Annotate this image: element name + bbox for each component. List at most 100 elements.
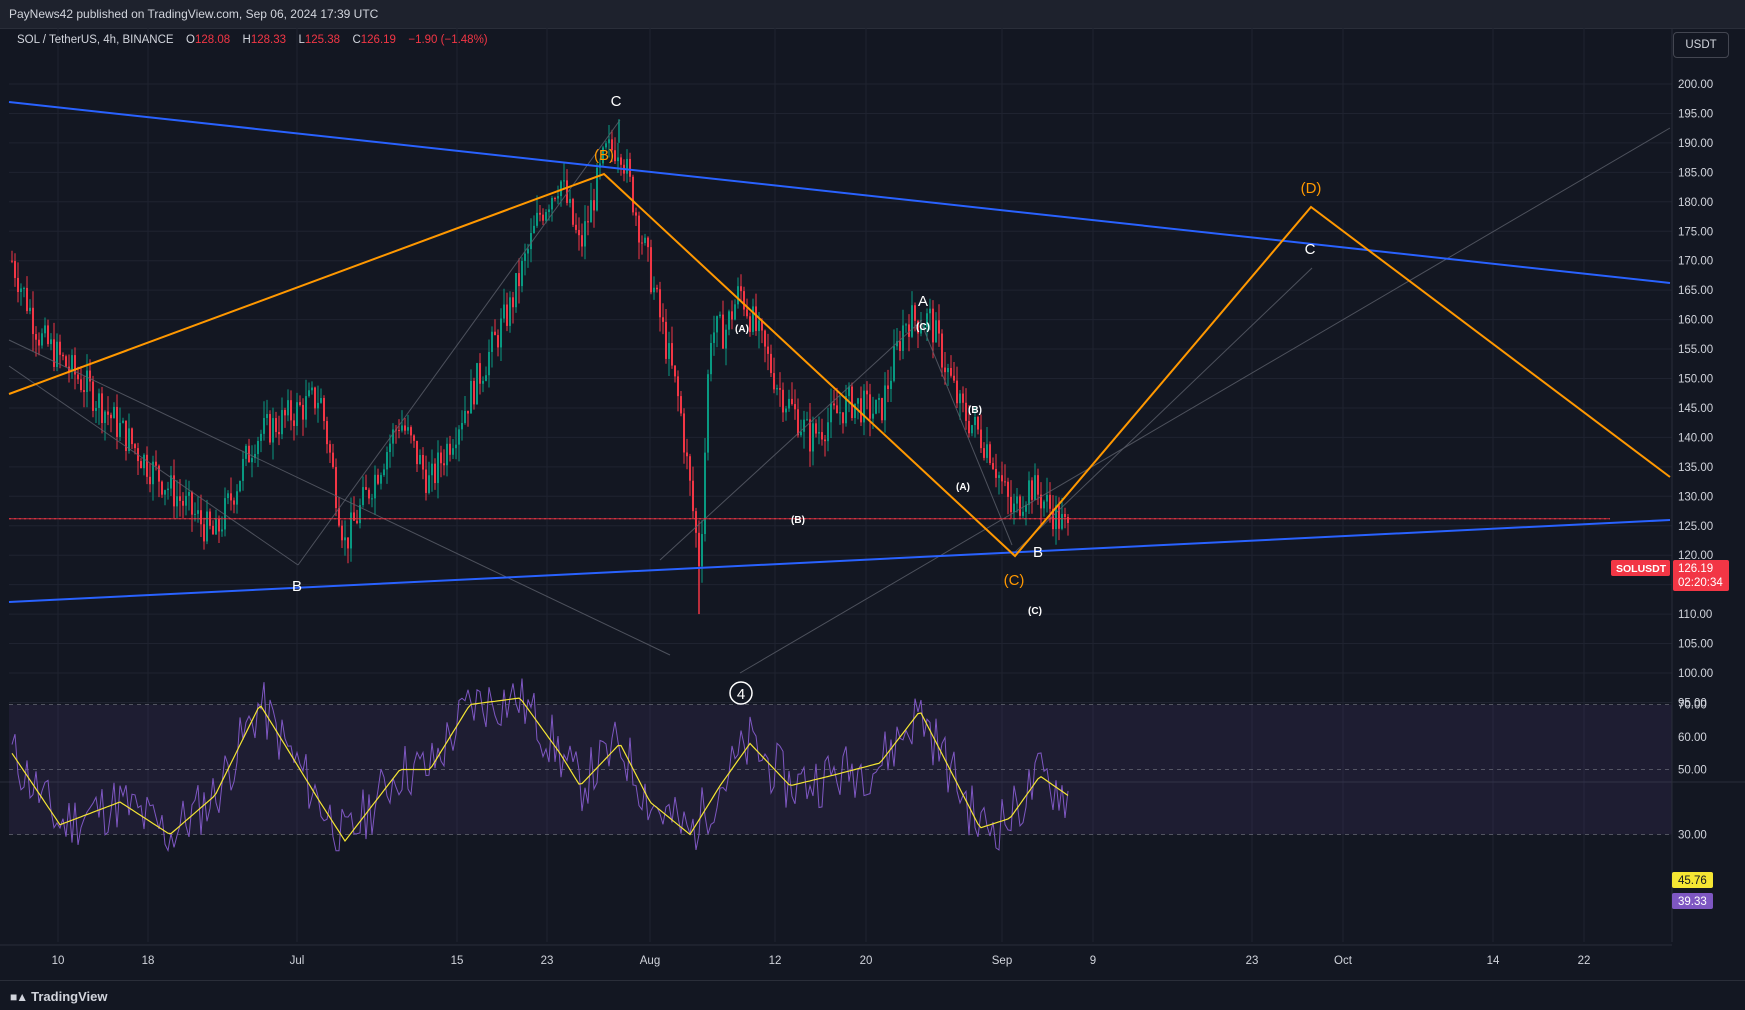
candle-body — [125, 420, 127, 452]
candle-body — [974, 416, 976, 426]
candle-body — [767, 346, 769, 354]
candle-body — [944, 367, 946, 373]
candle-body — [890, 380, 892, 389]
wave-label-sub-a: (A) — [956, 482, 970, 493]
candle-body — [470, 380, 472, 414]
candle-body — [578, 229, 580, 236]
candle-body — [167, 488, 169, 491]
candle-body — [695, 511, 697, 533]
candle-body — [293, 420, 295, 426]
candle-body — [1013, 503, 1015, 513]
candle-body — [1046, 494, 1048, 502]
candle-body — [830, 403, 832, 423]
candle-body — [689, 456, 691, 481]
candle-body — [116, 406, 118, 437]
candle-body — [1058, 505, 1060, 529]
candle-body — [1040, 494, 1042, 509]
candle-body — [71, 355, 73, 372]
candle-body — [494, 331, 496, 336]
candle-body — [539, 212, 541, 215]
candle-body — [986, 444, 988, 458]
price-chart[interactable]: 200.00 195.00 190.00 185.00 180.00 175.00 170.… — [0, 0, 1745, 980]
orange-wave-path — [8, 172, 1671, 558]
candle-body — [929, 308, 931, 314]
candle-body — [413, 435, 415, 441]
candle-body — [881, 398, 883, 421]
high-value: 128.33 — [250, 34, 287, 46]
close-label: C — [352, 34, 361, 46]
candle-body — [1034, 475, 1036, 500]
rsi-tick-label: 70.00 — [1678, 700, 1707, 712]
tradingview-logo[interactable]: ■▲ TradingView — [10, 989, 107, 1004]
candle-body — [650, 247, 652, 293]
time-tick-label: 20 — [860, 955, 873, 967]
candle-body — [518, 273, 520, 287]
candle-body — [560, 181, 562, 197]
candle-body — [398, 429, 400, 431]
time-tick-label: Oct — [1334, 955, 1353, 967]
candle-body — [611, 139, 613, 151]
price-tick-label: 185.00 — [1678, 167, 1713, 179]
candle-body — [911, 305, 913, 337]
candle-body — [158, 465, 160, 482]
upper-trendline — [8, 101, 1671, 284]
candle-body — [218, 518, 220, 532]
candle-body — [404, 425, 406, 431]
candle-body — [29, 307, 31, 312]
symbol-name[interactable]: SOL / TetherUS, 4h, BINANCE — [17, 34, 174, 46]
open-value: 128.08 — [194, 34, 231, 46]
candle-body — [863, 390, 865, 423]
candle-body — [575, 224, 577, 230]
candle-body — [680, 396, 682, 414]
candle-body — [839, 412, 841, 414]
candle-body — [134, 444, 136, 449]
candle-body — [431, 463, 433, 476]
candle-body — [536, 212, 538, 226]
candle-body — [389, 443, 391, 453]
candle-body — [713, 332, 715, 343]
candle-body — [476, 363, 478, 405]
candle-body — [410, 427, 412, 436]
candle-body — [227, 493, 229, 499]
candle-body — [302, 404, 304, 420]
candle-body — [260, 433, 262, 441]
candle-body — [896, 341, 898, 347]
candle-body — [263, 418, 265, 434]
candle-body — [1025, 504, 1027, 512]
candle-body — [26, 287, 28, 312]
tradingview-logo-text: TradingView — [31, 989, 108, 1004]
currency-button[interactable]: USDT — [1673, 32, 1729, 58]
time-tick-label: Aug — [640, 955, 660, 967]
candle-body — [200, 510, 202, 525]
candle-body — [752, 306, 754, 332]
candle-body — [698, 532, 700, 567]
candle-body — [716, 316, 718, 333]
candle-body — [146, 454, 148, 477]
time-tick-label: 10 — [52, 955, 65, 967]
candle-body — [932, 308, 934, 343]
symbol-badge-label: SOLUSDT — [1616, 563, 1667, 575]
candle-body — [836, 405, 838, 414]
chart-axes: 200.00 195.00 190.00 185.00 180.00 175.00 170.… — [0, 28, 1729, 967]
candle-body — [794, 404, 796, 410]
rsi-tick-label: 50.00 — [1678, 765, 1707, 777]
gray-wave-line — [659, 319, 923, 561]
price-tick-label: 175.00 — [1678, 226, 1713, 238]
price-tick-label: 105.00 — [1678, 639, 1713, 651]
wave-label-sub-a: (A) — [735, 324, 749, 335]
gray-wave-line — [8, 365, 299, 566]
candle-body — [503, 304, 505, 319]
candle-body — [296, 402, 298, 426]
candle-body — [1019, 496, 1021, 516]
candle-body — [188, 491, 190, 496]
candle-body — [443, 463, 445, 466]
candle-body — [65, 356, 67, 367]
candle-body — [416, 440, 418, 465]
price-tick-label: 125.00 — [1678, 521, 1713, 533]
time-tick-label: 18 — [142, 955, 155, 967]
candle-body — [971, 425, 973, 434]
candle-body — [239, 480, 241, 492]
candle-body — [626, 158, 628, 174]
candle-body — [815, 423, 817, 434]
candle-body — [203, 524, 205, 542]
